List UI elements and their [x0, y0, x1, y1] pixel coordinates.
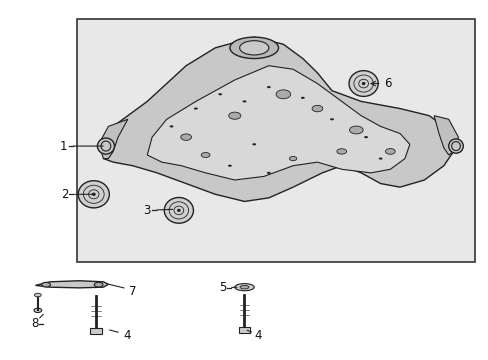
Text: 3: 3 [143, 204, 151, 217]
Text: 4: 4 [123, 329, 130, 342]
Ellipse shape [242, 100, 246, 103]
Bar [238, 327, 250, 333]
Text: 1: 1 [60, 140, 67, 153]
Ellipse shape [311, 105, 322, 112]
Ellipse shape [378, 157, 382, 159]
Ellipse shape [348, 71, 377, 96]
Ellipse shape [336, 149, 346, 154]
Ellipse shape [329, 118, 333, 120]
Bar [77, 19, 474, 262]
Ellipse shape [448, 139, 462, 153]
Ellipse shape [240, 285, 248, 289]
Ellipse shape [289, 157, 296, 161]
Polygon shape [433, 116, 458, 155]
Ellipse shape [41, 282, 50, 287]
Text: 5: 5 [219, 282, 226, 294]
Text: 8: 8 [31, 317, 38, 330]
Polygon shape [147, 66, 409, 180]
Ellipse shape [164, 198, 193, 223]
Ellipse shape [92, 193, 96, 196]
Ellipse shape [266, 86, 270, 88]
Ellipse shape [94, 282, 103, 287]
Ellipse shape [34, 293, 41, 297]
Ellipse shape [177, 209, 180, 212]
Text: 4: 4 [254, 329, 262, 342]
Polygon shape [103, 37, 453, 202]
Ellipse shape [201, 153, 209, 157]
Ellipse shape [385, 149, 394, 154]
Text: 7: 7 [129, 285, 136, 298]
Ellipse shape [181, 134, 191, 140]
Ellipse shape [266, 172, 270, 174]
Ellipse shape [364, 136, 367, 138]
Polygon shape [35, 281, 108, 288]
Polygon shape [99, 119, 127, 158]
Ellipse shape [169, 125, 173, 127]
Ellipse shape [234, 284, 254, 291]
Ellipse shape [227, 165, 231, 167]
Ellipse shape [276, 90, 290, 99]
Ellipse shape [229, 37, 278, 59]
Ellipse shape [34, 308, 41, 312]
Ellipse shape [349, 126, 363, 134]
Ellipse shape [97, 138, 114, 154]
Ellipse shape [300, 97, 304, 99]
Ellipse shape [252, 143, 256, 145]
Ellipse shape [78, 181, 109, 208]
Ellipse shape [239, 41, 268, 55]
Ellipse shape [228, 112, 241, 119]
Ellipse shape [218, 93, 222, 95]
Bar [90, 328, 102, 334]
Text: 6: 6 [384, 77, 391, 90]
Ellipse shape [194, 108, 198, 110]
Text: 2: 2 [61, 188, 68, 201]
Ellipse shape [361, 82, 365, 85]
